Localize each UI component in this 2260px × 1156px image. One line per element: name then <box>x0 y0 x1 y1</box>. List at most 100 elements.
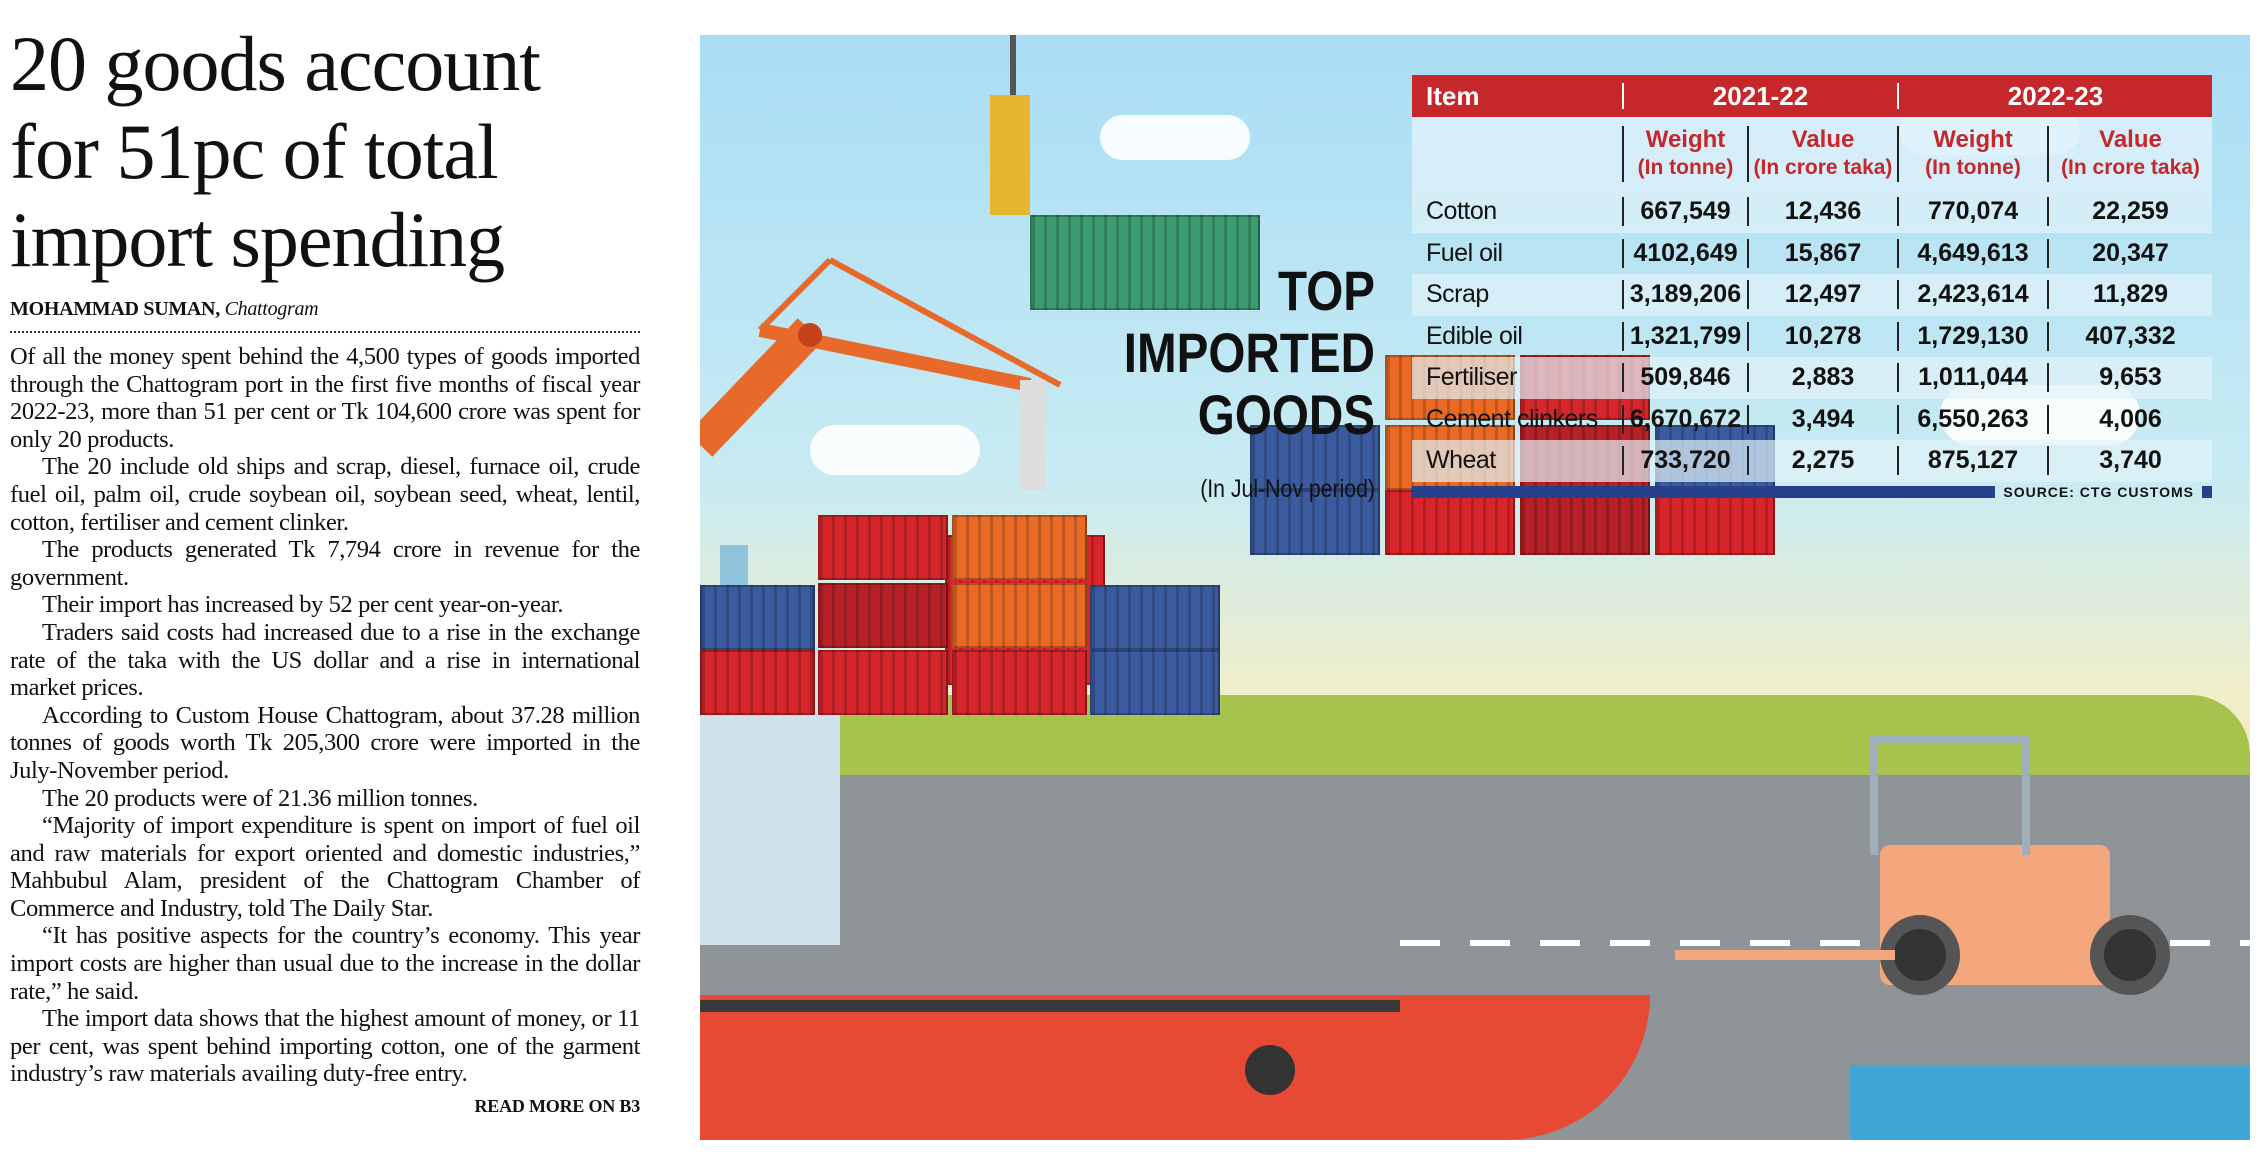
table-row: Wheat 733,720 2,275 875,127 3,740 <box>1412 440 2212 482</box>
paragraph: “Majority of import expenditure is spent… <box>10 812 640 922</box>
title-line: IMPORTED <box>1123 321 1375 384</box>
paragraph: Their import has increased by 52 per cen… <box>42 591 564 619</box>
item-name: Cement clinkers <box>1426 404 1598 433</box>
table-cell: 6,670,672 <box>1622 404 1747 434</box>
source-text: SOURCE: CTG CUSTOMS <box>2003 483 2194 500</box>
table-cell: 2,883 <box>1747 363 1897 393</box>
shipping-container <box>700 650 815 715</box>
ship-hull <box>700 995 1650 1140</box>
paragraph: Of all the money spent behind the 4,500 … <box>10 343 640 453</box>
table-cell: 3,740 <box>2047 446 2212 476</box>
item-name: Wheat <box>1426 446 1496 475</box>
item-name: Scrap <box>1426 280 1489 309</box>
forklift-cab <box>1870 735 2030 855</box>
table-cell: 6,550,263 <box>1897 404 2047 434</box>
table-cell: 20,347 <box>2047 238 2212 268</box>
table-row: Cement clinkers 6,670,672 3,494 6,550,263 4,… <box>1412 399 2212 441</box>
table-cell: 4,006 <box>2047 404 2212 434</box>
item-name: Cotton <box>1426 197 1497 226</box>
shipping-container <box>952 650 1087 715</box>
table-cell: 22,259 <box>2047 197 2212 227</box>
green-container <box>1030 215 1260 310</box>
table-row: Fertiliser 509,846 2,883 1,011,044 9,653 <box>1412 357 2212 399</box>
propeller-icon <box>1245 1045 1295 1095</box>
table-cell: 3,189,206 <box>1622 280 1747 310</box>
hook-block <box>1020 380 1046 490</box>
item-name: Edible oil <box>1426 321 1523 350</box>
title-line: TOP <box>1278 259 1375 322</box>
article-body: Of all the money spent behind the 4,500 … <box>10 343 640 1088</box>
table-row: Edible oil 1,321,799 10,278 1,729,130 407,33… <box>1412 316 2212 358</box>
shipping-container <box>1090 585 1220 650</box>
table-cell: 10,278 <box>1747 321 1897 351</box>
shipping-container <box>1250 425 1380 490</box>
subheader: Weight (In tonne) <box>1622 126 1747 182</box>
crane-arm <box>700 257 1062 457</box>
table-cell: 12,436 <box>1747 197 1897 227</box>
item-name: Fertiliser <box>1426 363 1517 392</box>
header-year: 2021-22 <box>1622 83 1897 109</box>
table-header: Item 2021-22 2022-23 <box>1412 75 2212 117</box>
paragraph: The 20 products were of 21.36 million to… <box>42 784 478 812</box>
table-cell: 1,321,799 <box>1622 321 1747 351</box>
road-marking <box>1400 940 2250 946</box>
headline: 20 goods account for 51pc of total impor… <box>10 20 541 283</box>
paragraph: The products generated Tk 7,794 crore in… <box>10 536 640 591</box>
paragraph: The 20 include old ships and scrap, dies… <box>10 453 640 536</box>
table-cell: 875,127 <box>1897 446 2047 476</box>
shipping-container <box>818 515 948 580</box>
table-cell: 733,720 <box>1622 446 1747 476</box>
title-line: GOODS <box>1197 383 1375 446</box>
paragraph: Traders said costs had increased due to … <box>10 618 640 702</box>
table-cell: 4102,649 <box>1622 238 1747 268</box>
item-name: Fuel oil <box>1426 238 1503 267</box>
table-cell: 1,011,044 <box>1897 363 2047 393</box>
author: MOHAMMAD SUMAN, <box>10 298 220 320</box>
header-year: 2022-23 <box>1897 83 2212 109</box>
paragraph: “It has positive aspects for the country… <box>10 922 640 1005</box>
shipping-container <box>1090 650 1220 715</box>
ship-rail <box>700 1000 1400 1012</box>
shipping-container <box>700 585 815 650</box>
shipping-container <box>952 583 1087 648</box>
shipping-container <box>1655 490 1775 555</box>
table-cell: 2,423,614 <box>1897 280 2047 310</box>
paragraph: The import data shows that the highest a… <box>10 1005 640 1088</box>
shipping-container <box>818 583 948 648</box>
shipping-container <box>952 515 1087 580</box>
crane-hook <box>990 95 1030 215</box>
subheader: Value (In crore taka) <box>1747 126 1897 182</box>
table-cell: 1,729,130 <box>1897 321 2047 351</box>
shipping-container <box>1385 490 1515 555</box>
table-cell: 4,649,613 <box>1897 238 2047 268</box>
table-body: Cotton 667,549 12,436 770,074 22,259 Fuel oil… <box>1412 191 2212 482</box>
table-row: Cotton 667,549 12,436 770,074 22,259 <box>1412 191 2212 233</box>
article: 20 goods account for 51pc of total impor… <box>10 20 640 1117</box>
crane-cable <box>1010 35 1016 95</box>
table-cell: 770,074 <box>1897 197 2047 227</box>
subheader: Value (In crore taka) <box>2047 126 2212 182</box>
table-cell: 2,275 <box>1747 446 1897 476</box>
table-row: Fuel oil 4102,649 15,867 4,649,613 20,347 <box>1412 233 2212 275</box>
infographic-subtitle: (In Jul-Nov period) <box>1200 475 1375 503</box>
byline: MOHAMMAD SUMAN, Chattogram <box>10 298 640 321</box>
cloud <box>1100 115 1250 160</box>
source-line: SOURCE: CTG CUSTOMS <box>1412 484 2212 500</box>
table-cell: 3,494 <box>1747 404 1897 434</box>
read-more-link[interactable]: READ MORE ON B3 <box>474 1096 640 1117</box>
subheader: Weight (In tonne) <box>1897 126 2047 182</box>
forklift-wheel <box>2090 915 2170 995</box>
paragraph: According to Custom House Chattogram, ab… <box>10 701 640 784</box>
table-row: Scrap 3,189,206 12,497 2,423,614 11,829 <box>1412 274 2212 316</box>
table-cell: 11,829 <box>2047 280 2212 310</box>
table-cell: 15,867 <box>1747 238 1897 268</box>
infographic-title: TOP IMPORTED GOODS <box>1120 260 1375 446</box>
table-cell: 509,846 <box>1622 363 1747 393</box>
cloud <box>810 425 980 475</box>
water <box>1850 1065 2250 1140</box>
shipping-container <box>1250 490 1380 555</box>
imports-table: Item 2021-22 2022-23 Weight (In tonne) Va… <box>1412 75 2212 500</box>
table-cell: 667,549 <box>1622 197 1747 227</box>
divider <box>10 331 640 333</box>
table-subheader: Weight (In tonne) Value (In crore taka) We… <box>1412 117 2212 191</box>
